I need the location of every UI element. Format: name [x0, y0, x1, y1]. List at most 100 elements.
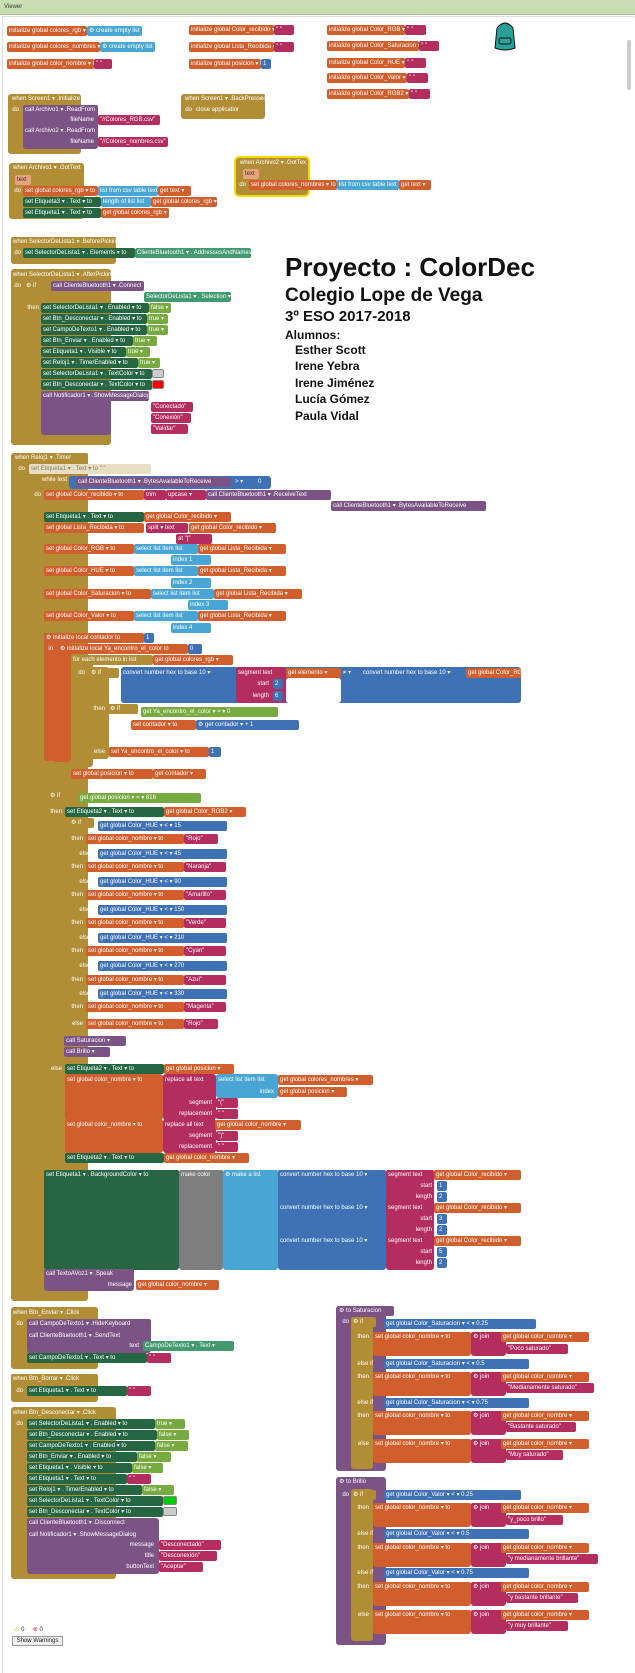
- reloj1-timer-comp-block[interactable]: set Etiqueta2 ▾ . Text ▾ to: [65, 807, 164, 817]
- show-warnings-button[interactable]: Show Warnings: [12, 1636, 63, 1646]
- reloj1-timer-disabled-block[interactable]: set Etiqueta1 ▾ . Text ▾ to " ": [29, 464, 151, 474]
- procedure-saturacion-text-block[interactable]: ⚙ join: [471, 1411, 501, 1421]
- reloj1-timer-math-block[interactable]: 6: [273, 691, 283, 701]
- backpack-icon[interactable]: [488, 20, 522, 52]
- reloj1-timer-math-block[interactable]: get global Color_HUE ▾ < ▾ 150: [98, 905, 227, 915]
- procedure-brillo-var-block[interactable]: set global color_nombre ▾ to: [373, 1543, 471, 1553]
- reloj1-timer-text-block[interactable]: segment text: [386, 1170, 434, 1180]
- reloj1-timer-math-block[interactable]: get global Color_HUE ▾ < ▾ 210: [98, 933, 227, 943]
- selector-afterpicking-text-block[interactable]: "Conexión": [151, 413, 191, 423]
- btn-borrar-click-text-block[interactable]: " ": [127, 1386, 151, 1396]
- reloj1-timer-text-block[interactable]: "Rojo": [184, 1019, 218, 1029]
- reloj1-timer-math-block[interactable]: 1: [437, 1181, 447, 1191]
- globals-text-block[interactable]: " ": [274, 42, 294, 52]
- reloj1-timer-text-block[interactable]: "Naranja": [184, 862, 226, 872]
- reloj1-timer-math-block[interactable]: 2: [437, 1225, 447, 1235]
- btn-desconectar-click-logic-block[interactable]: false ▾: [132, 1463, 163, 1473]
- btn-desconectar-click-proc-block[interactable]: call ClienteBluetooth1 ▾ .Disconnect: [27, 1518, 144, 1528]
- procedure-saturacion-var-block[interactable]: get global color_nombre ▾: [501, 1332, 589, 1342]
- procedure-saturacion-math-block[interactable]: get global Color_Saturacion ▾ < ▾ 0.25: [384, 1319, 536, 1329]
- local-ya-encontro-block[interactable]: [53, 644, 71, 762]
- reloj1-timer-comp-block[interactable]: set Etiqueta2 ▾ . Text ▾ to: [65, 1064, 164, 1074]
- reloj1-timer-var-block[interactable]: set global color_nombre ▾ to: [86, 918, 184, 928]
- globals-math-block[interactable]: 1: [261, 59, 271, 69]
- procedure-saturacion-math-block[interactable]: get global Color_Saturacion ▾ < ▾ 0.5: [384, 1359, 529, 1369]
- globals-var-block[interactable]: initialize global Color_RGB2 ▾ to: [327, 89, 409, 99]
- globals-text-block[interactable]: " ": [94, 59, 112, 69]
- archivo2-gottext-param-block[interactable]: text: [243, 169, 259, 179]
- reloj1-timer-var-block[interactable]: set global color_nombre ▾ to: [86, 834, 184, 844]
- procedure-saturacion-var-block[interactable]: set global color_nombre ▾ to: [373, 1439, 471, 1449]
- reloj1-timer-var-block[interactable]: get elemento ▾: [286, 668, 341, 678]
- selector-afterpicking-logic-block[interactable]: true ▾: [126, 347, 150, 357]
- reloj1-timer-control-block[interactable]: ⚙ if: [69, 818, 94, 828]
- reloj1-timer-var-block[interactable]: set global color_nombre ▾ to: [86, 862, 184, 872]
- selector-afterpicking-comp-block[interactable]: set SelectorDeLista1 ▾ . TextColor ▾ to: [41, 369, 152, 379]
- reloj1-timer-var-block[interactable]: get global Color_recibido ▾: [434, 1203, 521, 1213]
- reloj1-timer-var-block[interactable]: set global Color_HUE ▾ to: [44, 566, 134, 576]
- globals-var-block[interactable]: initialize global Lista_Recibida ▾ to: [189, 42, 274, 52]
- archivo2-gottext-var-block[interactable]: get text ▾: [399, 180, 431, 190]
- archivo1-gottext-list-block[interactable]: list from csv table text: [98, 186, 158, 196]
- globals-text-block[interactable]: " ": [405, 25, 426, 35]
- reloj1-timer-math-block[interactable]: convert number hex to base 10 ▾: [121, 668, 236, 678]
- reloj1-timer-var-block[interactable]: set global color_nombre ▾ to: [65, 1075, 163, 1085]
- backgroundcolor-block[interactable]: [44, 1170, 179, 1270]
- reloj1-timer-math-block[interactable]: get global Color_HUE ▾ < ▾ 90: [98, 877, 227, 887]
- reloj1-timer-math-block[interactable]: 5: [437, 1247, 447, 1257]
- reloj1-timer-var-block[interactable]: set global color_nombre ▾ to: [86, 1002, 184, 1012]
- reloj1-timer-var-block[interactable]: get contador ▾: [153, 769, 206, 779]
- btn-desconectar-click-logic-block[interactable]: false ▾: [137, 1452, 171, 1462]
- reloj1-timer-control-block[interactable]: ⚙ if: [89, 668, 119, 678]
- reloj1-timer-var-block[interactable]: get global Lista_Recibida ▾: [214, 589, 302, 599]
- globals-var-block[interactable]: initialize global color_nombre ▾ to: [7, 59, 94, 69]
- procedure-brillo-math-block[interactable]: get global Color_Valor ▾ < ▾ 0.25: [384, 1490, 521, 1500]
- selector-afterpicking-proc-block[interactable]: call Notificador1 ▾ .ShowMessageDialog: [41, 391, 149, 401]
- convert-blocks[interactable]: [278, 1170, 386, 1270]
- btn-desconectar-click-text-block[interactable]: "Desconexión": [159, 1551, 217, 1561]
- selector-beforepicking-event-block[interactable]: when SelectorDeLista1 ▾ .BeforePicking: [11, 237, 116, 247]
- procedure-saturacion-text-block[interactable]: ⚙ join: [471, 1439, 501, 1449]
- btn-enviar-click-proc-block[interactable]: call ClienteBluetooth1 ▾ .SendText: [27, 1331, 143, 1341]
- reloj1-timer-text-block[interactable]: "Rojo": [184, 834, 218, 844]
- reloj1-timer-var-block[interactable]: set global Color_RGB ▾ to: [44, 544, 134, 554]
- reloj1-timer-math-block[interactable]: > ▾: [233, 477, 255, 487]
- procedure-brillo-text-block[interactable]: ⚙ join: [471, 1503, 501, 1513]
- globals-text-block[interactable]: " ": [274, 25, 294, 35]
- procedure-brillo-text-block[interactable]: "y bastante brillante": [506, 1593, 578, 1603]
- reloj1-timer-var-block[interactable]: get global Color_recibido ▾: [189, 523, 276, 533]
- make-color-block[interactable]: [179, 1170, 223, 1270]
- btn-enviar-click-compval-block[interactable]: CampoDeTexto1 ▾ . Text ▾: [143, 1341, 234, 1351]
- procedure-brillo-text-block[interactable]: ⚙ join: [471, 1582, 501, 1592]
- btn-desconectar-click-logic-block[interactable]: false ▾: [142, 1485, 174, 1495]
- reloj1-timer-text-block[interactable]: segment text: [386, 1236, 434, 1246]
- reloj1-timer-list-block[interactable]: select list item list: [134, 544, 198, 554]
- btn-borrar-click-event-block[interactable]: when Btn_Borrar ▾ .Click: [11, 1374, 98, 1384]
- brillo-if[interactable]: [351, 1489, 373, 1641]
- reloj1-timer-math-block[interactable]: 3: [437, 1214, 447, 1224]
- archivo2-gottext-event-block[interactable]: when Archivo2 ▾ .GotText: [238, 158, 306, 168]
- btn-enviar-click-text-block[interactable]: " ": [147, 1353, 171, 1363]
- blocks-workspace[interactable]: initialize global colores_rgb ▾ to ⚙ crea…: [2, 16, 634, 1673]
- btn-desconectar-click-text-block[interactable]: "Desconectado": [159, 1540, 221, 1550]
- reloj1-timer-var-block[interactable]: get global Lista_Recibida ▾: [198, 544, 286, 554]
- globals-var-block[interactable]: initialize global Color_recibido ▾ to: [189, 25, 274, 35]
- procedure-brillo-text-block[interactable]: "y muy brillante": [506, 1621, 568, 1631]
- reloj1-timer-list-block[interactable]: select list item list: [134, 611, 198, 621]
- selector-afterpicking-logic-block[interactable]: true ▾: [133, 336, 157, 346]
- reloj1-timer-proc-block[interactable]: call TextoAVoz1 ▾ .Speak: [44, 1269, 134, 1279]
- procedure-saturacion-text-block[interactable]: "Bastante saturado": [506, 1422, 576, 1432]
- procedure-saturacion-text-block[interactable]: ⚙ join: [471, 1372, 501, 1382]
- procedure-brillo-math-block[interactable]: get global Color_Valor ▾ < ▾ 0.75: [384, 1568, 529, 1578]
- screen1-initialize-proc-block[interactable]: call Archivo2 ▾ .ReadFrom: [23, 126, 98, 136]
- reloj1-timer-var-block[interactable]: get global color_nombre ▾: [164, 1153, 249, 1163]
- selector-afterpicking-comp-block[interactable]: set CampoDeTexto1 ▾ . Enabled ▾ to: [41, 325, 147, 335]
- if-posicion-block[interactable]: [44, 791, 64, 1163]
- selector-afterpicking-logic-block[interactable]: true ▾: [138, 358, 160, 368]
- procedure-saturacion-var-block[interactable]: get global color_nombre ▾: [501, 1372, 589, 1382]
- for-each-block[interactable]: [71, 655, 93, 767]
- reloj1-timer-var-block[interactable]: set global Color_recibido ▾ to: [44, 490, 144, 500]
- btn-desconectar-click-comp-block[interactable]: set CampoDeTexto1 ▾ . Enabled ▾ to: [27, 1441, 155, 1451]
- btn-desconectar-click-comp-block[interactable]: set Btn_Desconectar ▾ . TextColor ▾ to: [27, 1507, 163, 1517]
- btn-desconectar-click-proc-block[interactable]: call Notificador1 ▾ .ShowMessageDialog: [27, 1530, 159, 1540]
